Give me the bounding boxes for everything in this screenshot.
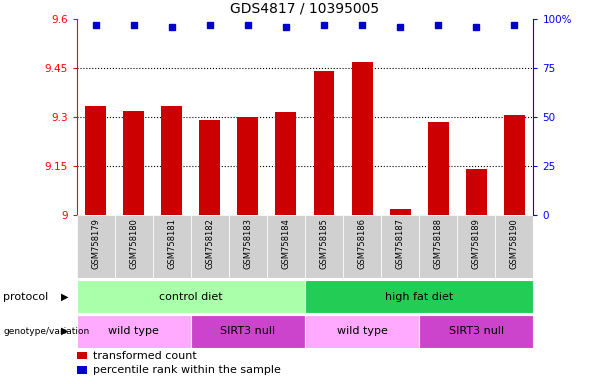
Bar <box>419 215 457 278</box>
Text: GSM758186: GSM758186 <box>357 218 367 269</box>
Text: ▶: ▶ <box>61 291 68 302</box>
Text: GSM758187: GSM758187 <box>395 218 405 269</box>
Bar <box>199 121 220 215</box>
Bar <box>390 209 411 215</box>
Bar <box>419 315 533 348</box>
Bar <box>237 117 258 215</box>
Bar <box>305 215 343 278</box>
Bar <box>504 116 525 215</box>
Bar <box>191 315 305 348</box>
Bar <box>191 215 229 278</box>
Bar <box>77 280 305 313</box>
Text: GSM758179: GSM758179 <box>91 218 100 269</box>
Bar <box>305 315 419 348</box>
Text: GSM758180: GSM758180 <box>129 218 138 269</box>
Bar <box>428 122 449 215</box>
Text: protocol: protocol <box>3 291 48 302</box>
Bar <box>153 215 191 278</box>
Text: ▶: ▶ <box>61 326 68 336</box>
Bar <box>267 215 305 278</box>
Text: wild type: wild type <box>109 326 159 336</box>
Bar <box>77 352 86 359</box>
Bar <box>381 215 419 278</box>
Text: GSM758182: GSM758182 <box>205 218 215 269</box>
Title: GDS4817 / 10395005: GDS4817 / 10395005 <box>230 1 379 15</box>
Text: percentile rank within the sample: percentile rank within the sample <box>93 365 281 375</box>
Bar <box>77 315 191 348</box>
Bar <box>115 215 153 278</box>
Text: SIRT3 null: SIRT3 null <box>220 326 275 336</box>
Text: high fat diet: high fat diet <box>385 291 453 302</box>
Bar <box>343 215 381 278</box>
Text: wild type: wild type <box>337 326 387 336</box>
Bar <box>275 112 297 215</box>
Text: transformed count: transformed count <box>93 351 196 361</box>
Text: GSM758184: GSM758184 <box>281 218 291 269</box>
Text: GSM758183: GSM758183 <box>243 218 253 269</box>
Text: SIRT3 null: SIRT3 null <box>449 326 504 336</box>
Bar <box>85 106 106 215</box>
Text: GSM758189: GSM758189 <box>472 218 481 269</box>
Bar <box>77 366 86 374</box>
Bar <box>466 169 487 215</box>
Text: control diet: control diet <box>159 291 223 302</box>
Text: GSM758190: GSM758190 <box>510 218 519 269</box>
Bar <box>229 215 267 278</box>
Bar <box>123 111 144 215</box>
Text: GSM758181: GSM758181 <box>167 218 177 269</box>
Bar <box>305 280 533 313</box>
Bar <box>457 215 495 278</box>
Bar <box>77 215 115 278</box>
Text: GSM758188: GSM758188 <box>433 218 443 269</box>
Text: genotype/variation: genotype/variation <box>3 327 89 336</box>
Bar <box>161 106 182 215</box>
Bar <box>352 61 373 215</box>
Text: GSM758185: GSM758185 <box>319 218 329 269</box>
Bar <box>313 71 335 215</box>
Bar <box>495 215 533 278</box>
